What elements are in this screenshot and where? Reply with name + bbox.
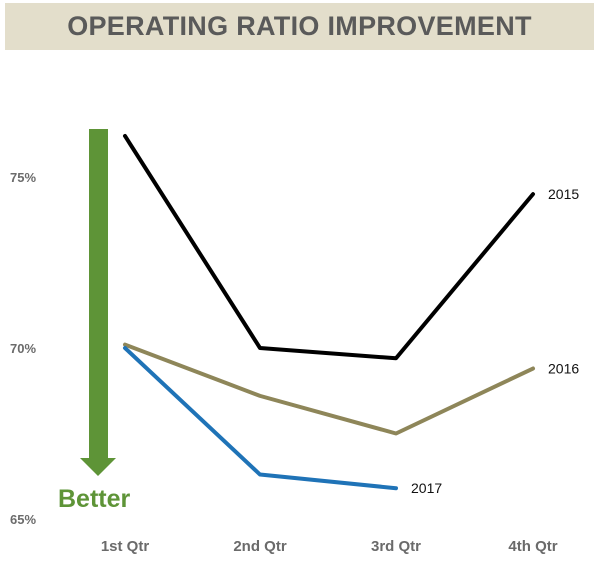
better-arrow-shaft <box>89 129 108 461</box>
y-axis-ticks: 65% 70% 75% <box>10 170 36 527</box>
page-title: OPERATING RATIO IMPROVEMENT <box>67 11 532 41</box>
series-line-2016 <box>123 342 535 436</box>
x-tick-label: 2nd Qtr <box>233 538 286 555</box>
series-group: 2015 2016 2017 <box>123 133 579 496</box>
x-tick-label: 3rd Qtr <box>371 538 421 555</box>
title-bar: OPERATING RATIO IMPROVEMENT <box>5 3 594 50</box>
series-line-2015 <box>123 133 535 361</box>
better-arrow-head <box>80 458 116 476</box>
series-line-2017 <box>123 346 398 491</box>
y-tick-label: 75% <box>10 170 36 185</box>
x-tick-label: 1st Qtr <box>101 538 150 555</box>
better-label: Better <box>58 485 131 513</box>
x-axis-ticks: 1st Qtr 2nd Qtr 3rd Qtr 4th Qtr <box>101 538 558 555</box>
y-tick-label: 65% <box>10 512 36 527</box>
x-tick-label: 4th Qtr <box>508 538 557 555</box>
series-label-2016: 2016 <box>548 361 579 377</box>
better-arrow-group: Better <box>58 129 131 513</box>
series-label-2017: 2017 <box>411 480 442 496</box>
series-label-2015: 2015 <box>548 186 579 202</box>
y-tick-label: 70% <box>10 341 36 356</box>
